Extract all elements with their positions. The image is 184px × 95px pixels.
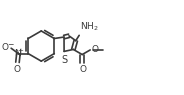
Text: N: N	[15, 49, 21, 58]
Text: O: O	[91, 45, 98, 54]
Text: −: −	[8, 40, 14, 49]
Text: O: O	[79, 65, 86, 74]
Text: O: O	[14, 65, 21, 74]
Text: +: +	[18, 48, 24, 54]
Text: S: S	[61, 55, 67, 65]
Text: NH$_2$: NH$_2$	[80, 20, 99, 33]
Text: O: O	[1, 43, 8, 52]
